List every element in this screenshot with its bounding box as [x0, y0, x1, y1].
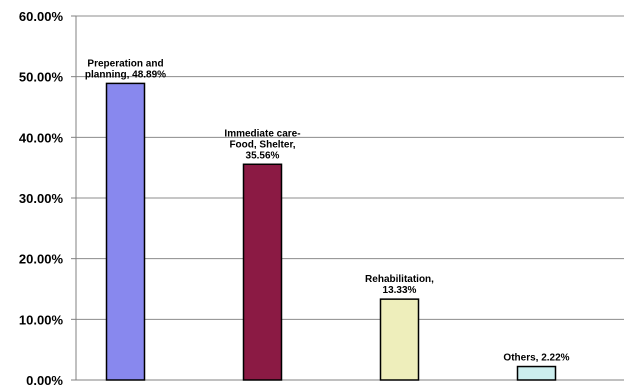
- data-label: Others, 2.22%: [503, 353, 569, 364]
- y-axis: 0.00% 10.00% 20.00% 30.00% 40.00% 50.00% 60.00…: [19, 9, 624, 386]
- data-labels: Preperation and planning, 48.89% Immediate…: [85, 58, 570, 363]
- bars: [105, 82, 557, 381]
- y-tick-label: 40.00%: [19, 130, 64, 145]
- bar: [379, 298, 420, 381]
- y-tick-label: 20.00%: [19, 252, 64, 267]
- y-tick-label: 0.00%: [26, 373, 63, 386]
- data-label: Preperation and planning, 48.89%: [85, 58, 166, 80]
- gridlines: [76, 15, 624, 320]
- bar: [516, 365, 557, 381]
- y-tick-label: 30.00%: [19, 191, 64, 206]
- y-tick-label: 60.00%: [19, 9, 64, 24]
- data-label: Rehabilitation, 13.33%: [365, 274, 434, 296]
- data-label: Immediate care-Food, Shelter, 35.56%: [224, 128, 300, 161]
- y-tick-label: 50.00%: [19, 70, 64, 85]
- bar: [242, 163, 283, 381]
- y-tick-label: 10.00%: [19, 312, 64, 327]
- bar: [105, 82, 146, 381]
